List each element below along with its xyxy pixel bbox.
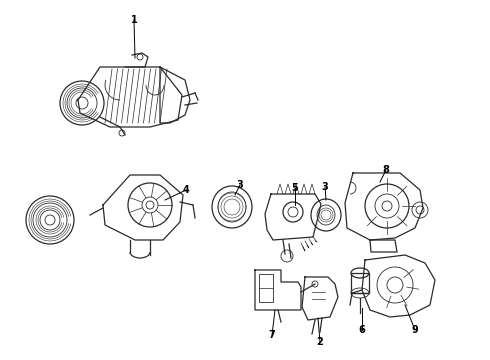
Bar (259, 274, 273, 302)
Text: 3: 3 (321, 182, 328, 192)
Text: 8: 8 (383, 165, 390, 175)
Text: 9: 9 (412, 325, 418, 335)
Text: 1: 1 (131, 15, 137, 25)
Text: 6: 6 (359, 325, 366, 335)
Text: 7: 7 (269, 330, 275, 340)
Text: 4: 4 (183, 185, 189, 195)
Text: 2: 2 (317, 337, 323, 347)
Text: 5: 5 (292, 183, 298, 193)
Bar (351, 273, 369, 293)
Text: 3: 3 (237, 180, 244, 190)
